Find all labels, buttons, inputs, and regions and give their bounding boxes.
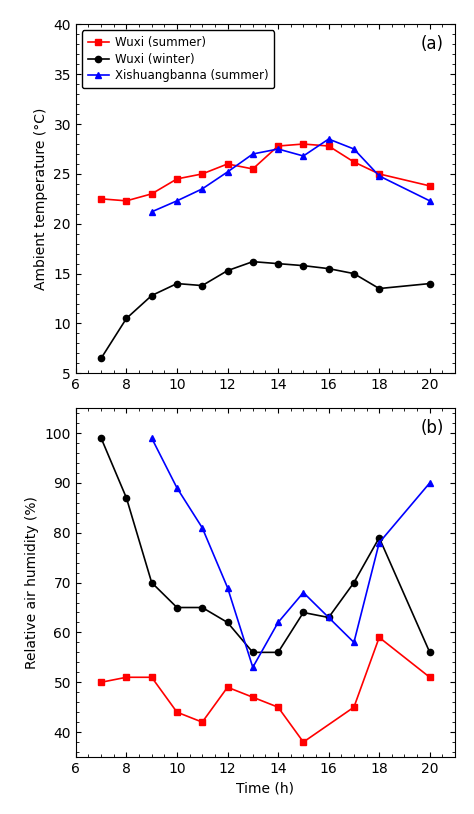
Wuxi (summer) xyxy=(225,159,230,168)
Wuxi (winter) xyxy=(376,283,382,293)
Wuxi (summer) xyxy=(427,672,433,682)
Wuxi (winter) xyxy=(98,353,104,363)
Xishuangbanna (summer) xyxy=(174,483,180,492)
Wuxi (summer) xyxy=(301,737,306,747)
Wuxi (summer) xyxy=(427,181,433,190)
Wuxi (summer) xyxy=(98,677,104,687)
Wuxi (summer) xyxy=(301,139,306,149)
Xishuangbanna (summer) xyxy=(376,538,382,548)
Legend: Wuxi (summer), Wuxi (winter), Xishuangbanna (summer): Wuxi (summer), Wuxi (winter), Xishuangba… xyxy=(82,30,274,88)
Wuxi (winter) xyxy=(376,533,382,543)
Xishuangbanna (summer) xyxy=(225,167,230,177)
Wuxi (winter) xyxy=(149,578,155,588)
Wuxi (summer) xyxy=(275,141,281,151)
Wuxi (winter) xyxy=(326,264,331,274)
Xishuangbanna (summer) xyxy=(200,184,205,194)
Wuxi (summer) xyxy=(149,189,155,199)
Wuxi (summer) xyxy=(351,702,357,712)
X-axis label: Time (h): Time (h) xyxy=(237,781,294,795)
Xishuangbanna (summer) xyxy=(427,478,433,488)
Wuxi (winter) xyxy=(174,602,180,612)
Wuxi (winter) xyxy=(200,281,205,291)
Line: Wuxi (summer): Wuxi (summer) xyxy=(98,634,433,745)
Xishuangbanna (summer) xyxy=(376,171,382,181)
Wuxi (summer) xyxy=(174,707,180,717)
Wuxi (winter) xyxy=(250,647,255,657)
Wuxi (summer) xyxy=(225,682,230,692)
Line: Wuxi (winter): Wuxi (winter) xyxy=(98,435,433,655)
Wuxi (summer) xyxy=(250,693,255,702)
Wuxi (winter) xyxy=(124,313,129,323)
Xishuangbanna (summer) xyxy=(149,207,155,217)
Xishuangbanna (summer) xyxy=(351,637,357,647)
Wuxi (summer) xyxy=(376,169,382,179)
Xishuangbanna (summer) xyxy=(250,663,255,672)
Xishuangbanna (summer) xyxy=(326,613,331,623)
Line: Xishuangbanna (summer): Xishuangbanna (summer) xyxy=(148,435,433,671)
Wuxi (summer) xyxy=(326,141,331,151)
Wuxi (winter) xyxy=(149,291,155,300)
Wuxi (winter) xyxy=(301,260,306,270)
Xishuangbanna (summer) xyxy=(301,588,306,597)
Xishuangbanna (summer) xyxy=(351,144,357,154)
Wuxi (winter) xyxy=(275,647,281,657)
Text: (b): (b) xyxy=(420,418,444,436)
Wuxi (winter) xyxy=(351,269,357,278)
Xishuangbanna (summer) xyxy=(225,583,230,593)
Wuxi (summer) xyxy=(98,194,104,204)
Wuxi (winter) xyxy=(225,618,230,628)
Y-axis label: Ambient temperature (°C): Ambient temperature (°C) xyxy=(34,107,48,290)
Wuxi (summer) xyxy=(149,672,155,682)
Wuxi (winter) xyxy=(427,278,433,288)
Wuxi (summer) xyxy=(124,196,129,206)
Xishuangbanna (summer) xyxy=(326,134,331,144)
Wuxi (summer) xyxy=(200,169,205,179)
Wuxi (summer) xyxy=(376,632,382,642)
Wuxi (summer) xyxy=(200,717,205,727)
Xishuangbanna (summer) xyxy=(200,523,205,532)
Wuxi (winter) xyxy=(98,433,104,443)
Xishuangbanna (summer) xyxy=(174,196,180,206)
Xishuangbanna (summer) xyxy=(149,433,155,443)
Wuxi (summer) xyxy=(275,702,281,712)
Xishuangbanna (summer) xyxy=(275,618,281,628)
Wuxi (summer) xyxy=(250,164,255,174)
Wuxi (winter) xyxy=(275,259,281,269)
Wuxi (winter) xyxy=(301,607,306,617)
Y-axis label: Relative air humidity (%): Relative air humidity (%) xyxy=(25,497,39,669)
Line: Wuxi (summer): Wuxi (summer) xyxy=(98,141,433,204)
Wuxi (winter) xyxy=(427,647,433,657)
Text: (a): (a) xyxy=(420,35,444,53)
Xishuangbanna (summer) xyxy=(275,144,281,154)
Xishuangbanna (summer) xyxy=(250,149,255,159)
Wuxi (winter) xyxy=(326,613,331,623)
Xishuangbanna (summer) xyxy=(301,151,306,161)
Xishuangbanna (summer) xyxy=(427,196,433,206)
Wuxi (winter) xyxy=(250,256,255,266)
Line: Xishuangbanna (summer): Xishuangbanna (summer) xyxy=(148,136,433,215)
Wuxi (summer) xyxy=(174,174,180,184)
Wuxi (winter) xyxy=(124,493,129,503)
Wuxi (summer) xyxy=(124,672,129,682)
Wuxi (winter) xyxy=(351,578,357,588)
Line: Wuxi (winter): Wuxi (winter) xyxy=(98,259,433,361)
Wuxi (winter) xyxy=(174,278,180,288)
Wuxi (winter) xyxy=(200,602,205,612)
Wuxi (winter) xyxy=(225,265,230,275)
Wuxi (summer) xyxy=(351,157,357,167)
